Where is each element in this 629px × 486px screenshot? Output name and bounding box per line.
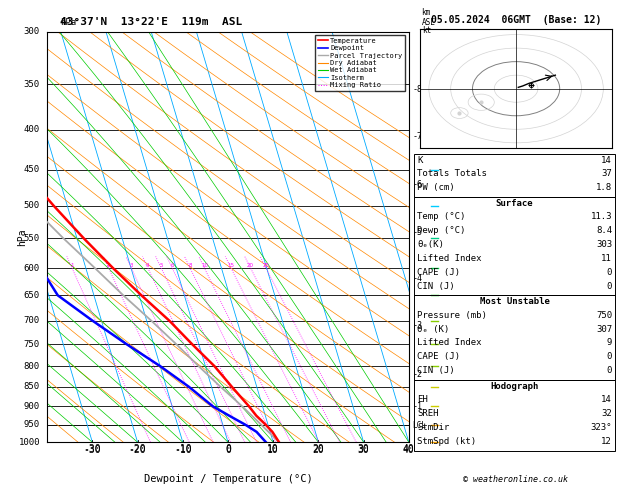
Text: 14: 14: [601, 396, 612, 404]
Text: 10: 10: [267, 445, 279, 455]
Text: 20: 20: [313, 444, 325, 454]
Text: 15: 15: [228, 263, 235, 268]
Text: StmDir: StmDir: [417, 423, 449, 432]
Text: 37: 37: [601, 169, 612, 178]
Text: 32: 32: [601, 409, 612, 418]
Text: Lifted Index: Lifted Index: [417, 338, 482, 347]
Text: 950: 950: [24, 420, 40, 429]
Text: StmSpd (kt): StmSpd (kt): [417, 437, 476, 446]
Text: 350: 350: [24, 80, 40, 88]
Text: θₑ(K): θₑ(K): [417, 240, 444, 249]
Text: 900: 900: [24, 402, 40, 411]
Text: Pressure (mb): Pressure (mb): [417, 311, 487, 320]
Text: 450: 450: [24, 165, 40, 174]
Text: 323°: 323°: [591, 423, 612, 432]
Text: 4: 4: [146, 263, 150, 268]
Text: 0: 0: [225, 445, 231, 455]
Text: 8: 8: [188, 263, 192, 268]
Text: 0: 0: [606, 366, 612, 375]
Text: 11.3: 11.3: [591, 212, 612, 222]
Text: PW (cm): PW (cm): [417, 183, 455, 192]
Text: 2: 2: [107, 263, 110, 268]
Text: 1.8: 1.8: [596, 183, 612, 192]
Text: -10: -10: [174, 444, 192, 454]
Text: Dewpoint / Temperature (°C): Dewpoint / Temperature (°C): [143, 473, 313, 484]
Legend: Temperature, Dewpoint, Parcel Trajectory, Dry Adiabat, Wet Adiabat, Isotherm, Mi: Temperature, Dewpoint, Parcel Trajectory…: [315, 35, 405, 91]
Text: 307: 307: [596, 325, 612, 334]
Text: -10: -10: [174, 445, 192, 455]
Text: hPa: hPa: [17, 228, 27, 246]
Text: © weatheronline.co.uk: © weatheronline.co.uk: [464, 474, 568, 484]
Text: 5: 5: [159, 263, 163, 268]
Text: 11: 11: [601, 254, 612, 263]
Text: -5: -5: [413, 227, 423, 237]
Text: km
ASL: km ASL: [421, 8, 435, 28]
Text: kt: kt: [422, 26, 431, 35]
Text: 05.05.2024  06GMT  (Base: 12): 05.05.2024 06GMT (Base: 12): [431, 15, 601, 25]
Text: 303: 303: [596, 240, 612, 249]
Text: Surface: Surface: [496, 198, 533, 208]
Text: 12: 12: [601, 437, 612, 446]
Text: Temp (°C): Temp (°C): [417, 212, 465, 222]
Text: 6: 6: [170, 263, 174, 268]
Text: CIN (J): CIN (J): [417, 366, 455, 375]
Text: Hodograph: Hodograph: [491, 382, 538, 391]
Text: LCL: LCL: [413, 421, 426, 430]
Text: 750: 750: [596, 311, 612, 320]
Text: -30: -30: [84, 445, 101, 455]
Text: 9: 9: [606, 338, 612, 347]
Text: -4: -4: [413, 274, 423, 282]
Text: -6: -6: [413, 180, 423, 189]
Text: Most Unstable: Most Unstable: [479, 297, 550, 306]
Text: hPa: hPa: [60, 18, 76, 27]
Text: 550: 550: [24, 234, 40, 243]
Text: 600: 600: [24, 263, 40, 273]
Text: CAPE (J): CAPE (J): [417, 268, 460, 277]
Text: -3: -3: [413, 321, 423, 330]
Text: 400: 400: [24, 125, 40, 134]
Text: 10: 10: [201, 263, 208, 268]
Text: -8: -8: [413, 85, 423, 93]
Text: 10: 10: [267, 444, 279, 454]
Text: -20: -20: [129, 445, 147, 455]
Text: 1000: 1000: [18, 438, 40, 447]
Text: 40: 40: [403, 445, 415, 455]
Text: EH: EH: [417, 396, 428, 404]
Text: 14: 14: [601, 156, 612, 165]
Text: 40: 40: [403, 444, 415, 454]
Text: Totals Totals: Totals Totals: [417, 169, 487, 178]
Text: -20: -20: [129, 444, 147, 454]
Text: 0: 0: [225, 444, 231, 454]
Text: 700: 700: [24, 316, 40, 325]
Text: 500: 500: [24, 201, 40, 210]
Text: 850: 850: [24, 382, 40, 391]
Text: -30: -30: [84, 444, 101, 454]
Text: -7: -7: [413, 132, 423, 141]
Text: Lifted Index: Lifted Index: [417, 254, 482, 263]
Text: 750: 750: [24, 340, 40, 348]
Text: K: K: [417, 156, 423, 165]
Text: CAPE (J): CAPE (J): [417, 352, 460, 362]
Text: θₑ (K): θₑ (K): [417, 325, 449, 334]
Text: -1: -1: [413, 402, 423, 411]
Text: 25: 25: [262, 263, 270, 268]
Text: 0: 0: [606, 281, 612, 291]
Text: 30: 30: [358, 444, 369, 454]
Text: 43°37'N  13°22'E  119m  ASL: 43°37'N 13°22'E 119m ASL: [60, 17, 242, 27]
Text: 20: 20: [313, 445, 325, 455]
Text: -2: -2: [413, 370, 423, 379]
Text: 0: 0: [606, 268, 612, 277]
Text: 0: 0: [606, 352, 612, 362]
Text: 650: 650: [24, 291, 40, 300]
Text: 800: 800: [24, 362, 40, 371]
Text: 8.4: 8.4: [596, 226, 612, 235]
Text: 30: 30: [358, 445, 369, 455]
Text: 1: 1: [70, 263, 74, 268]
Text: Dewp (°C): Dewp (°C): [417, 226, 465, 235]
Text: 300: 300: [24, 27, 40, 36]
Text: CIN (J): CIN (J): [417, 281, 455, 291]
Text: 3: 3: [130, 263, 133, 268]
Text: 20: 20: [247, 263, 254, 268]
Text: SREH: SREH: [417, 409, 438, 418]
